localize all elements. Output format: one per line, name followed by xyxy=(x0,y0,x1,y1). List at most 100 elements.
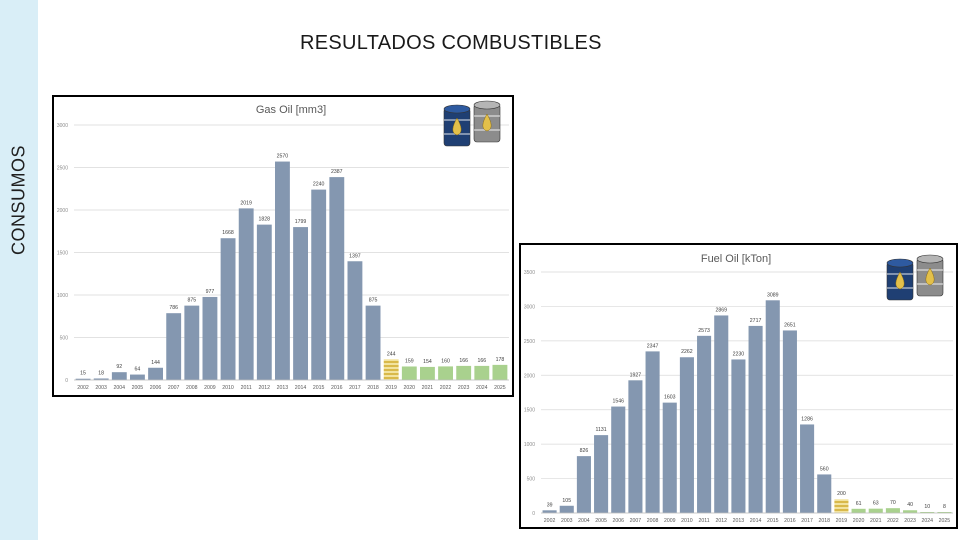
gas-x-tick-label: 2009 xyxy=(204,385,216,391)
gas-data-label: 1397 xyxy=(349,253,361,259)
fuel-oil-chart: Fuel Oil [kTon] 0 500 1000 1500 2000 2500 3000 3… xyxy=(519,243,958,529)
fuel-data-label: 200 xyxy=(837,491,846,497)
fuel-x-tick-label: 2006 xyxy=(612,518,624,524)
fuel-bar-2012 xyxy=(714,315,729,513)
fuel-y-tick-label: 0 xyxy=(532,511,535,517)
gas-data-label: 154 xyxy=(423,359,432,365)
gas-data-label: 875 xyxy=(369,298,378,304)
gas-data-label: 2387 xyxy=(331,169,343,175)
fuel-bar-2022 xyxy=(885,508,900,513)
gas-x-tick-label: 2005 xyxy=(132,385,144,391)
gas-bar-2024 xyxy=(474,365,490,380)
fuel-bar-2006 xyxy=(611,406,626,513)
fuel-data-label: 1927 xyxy=(630,372,642,378)
fuel-bar-2008 xyxy=(645,351,660,513)
gas-bar-2020 xyxy=(401,366,417,380)
fuel-x-tick-label: 2002 xyxy=(544,518,556,524)
fuel-x-tick-label: 2010 xyxy=(681,518,693,524)
fuel-x-tick-label: 2025 xyxy=(939,518,951,524)
gas-bar-2008 xyxy=(184,305,200,380)
gas-data-label: 244 xyxy=(387,351,396,357)
fuel-chart-title: Fuel Oil [kTon] xyxy=(701,253,771,265)
gas-bar-2017 xyxy=(347,261,363,380)
fuel-bar-2017 xyxy=(800,424,815,513)
fuel-x-tick-label: 2005 xyxy=(595,518,607,524)
fuel-bar-2002 xyxy=(542,510,557,513)
fuel-bar-2021 xyxy=(868,508,883,513)
fuel-data-label: 1131 xyxy=(596,427,607,433)
fuel-x-tick-label: 2012 xyxy=(715,518,727,524)
gas-bar-2002 xyxy=(75,378,91,380)
fuel-x-tick-label: 2014 xyxy=(750,518,762,524)
fuel-x-tick-label: 2021 xyxy=(870,518,882,524)
fuel-data-label: 2347 xyxy=(647,343,659,349)
gas-data-label: 92 xyxy=(116,364,122,370)
fuel-bar-2015 xyxy=(765,300,780,513)
gas-y-tick-label: 0 xyxy=(65,378,68,384)
fuel-data-label: 1546 xyxy=(612,399,624,405)
fuel-bar-2025 xyxy=(937,512,952,513)
gas-bar-2014 xyxy=(293,227,308,380)
gas-x-tick-label: 2007 xyxy=(168,385,180,391)
gas-data-label: 875 xyxy=(187,298,196,304)
gas-data-label: 1799 xyxy=(295,219,307,225)
fuel-data-label: 70 xyxy=(890,500,896,506)
fuel-x-tick-label: 2003 xyxy=(561,518,573,524)
fuel-bar-2024 xyxy=(920,512,935,513)
gas-y-tick-label: 1000 xyxy=(57,293,68,299)
gas-x-tick-label: 2002 xyxy=(77,385,89,391)
gas-x-tick-label: 2025 xyxy=(494,385,506,391)
fuel-bar-2005 xyxy=(594,435,609,513)
gas-data-label: 1668 xyxy=(222,230,234,236)
fuel-oil-chart-svg: Fuel Oil [kTon] 0 500 1000 1500 2000 2500 3000 3… xyxy=(524,253,953,524)
gas-x-tick-label: 2016 xyxy=(331,385,343,391)
gas-x-tick-label: 2017 xyxy=(349,385,361,391)
gas-data-label: 2240 xyxy=(313,182,325,188)
gas-data-label: 15 xyxy=(80,371,86,377)
fuel-data-label: 3089 xyxy=(767,292,779,298)
fuel-x-tick-label: 2016 xyxy=(784,518,796,524)
fuel-data-label: 2573 xyxy=(698,328,710,334)
fuel-bar-2010 xyxy=(679,357,694,513)
fuel-x-tick-label: 2023 xyxy=(904,518,916,524)
fuel-x-tick-label: 2009 xyxy=(664,518,676,524)
gas-data-label: 977 xyxy=(206,289,215,295)
gas-y-tick-label: 2500 xyxy=(57,166,68,172)
gas-data-label: 166 xyxy=(459,358,468,364)
fuel-bar-2009 xyxy=(662,402,677,513)
fuel-y-tick-label: 2500 xyxy=(524,339,535,345)
fuel-bar-2004 xyxy=(576,456,591,513)
gas-bar-2005 xyxy=(130,374,145,380)
fuel-bar-2013 xyxy=(731,359,746,513)
gas-x-tick-label: 2013 xyxy=(277,385,289,391)
gas-bar-2025 xyxy=(492,364,508,380)
gas-bar-2011 xyxy=(238,208,254,380)
gas-x-tick-label: 2010 xyxy=(222,385,234,391)
fuel-data-label: 40 xyxy=(907,502,913,508)
page-title: RESULTADOS COMBUSTIBLES xyxy=(300,32,602,54)
fuel-y-tick-label: 2000 xyxy=(524,373,535,379)
fuel-x-tick-label: 2020 xyxy=(853,518,865,524)
gas-x-tick-label: 2019 xyxy=(385,385,397,391)
side-band xyxy=(0,0,38,540)
gas-x-tick-label: 2006 xyxy=(150,385,162,391)
fuel-data-label: 39 xyxy=(547,502,553,508)
fuel-data-label: 560 xyxy=(820,466,829,472)
gas-bar-2019 xyxy=(383,359,399,380)
gas-data-label: 178 xyxy=(496,357,505,363)
gas-bar-2018 xyxy=(365,305,381,380)
fuel-x-tick-label: 2019 xyxy=(836,518,848,524)
fuel-bar-2011 xyxy=(697,335,712,513)
fuel-data-label: 1286 xyxy=(801,416,813,422)
fuel-x-tick-label: 2017 xyxy=(801,518,813,524)
gas-bar-2012 xyxy=(256,224,272,380)
gas-x-tick-label: 2003 xyxy=(95,385,107,391)
fuel-x-tick-label: 2013 xyxy=(733,518,745,524)
gas-data-label: 159 xyxy=(405,358,414,364)
gas-x-tick-label: 2015 xyxy=(313,385,325,391)
gas-bar-2004 xyxy=(111,372,127,380)
gas-x-tick-label: 2018 xyxy=(367,385,379,391)
fuel-bar-2003 xyxy=(559,505,574,513)
fuel-y-tick-label: 1500 xyxy=(524,408,535,414)
gray-oil-drum-icon xyxy=(916,254,944,297)
